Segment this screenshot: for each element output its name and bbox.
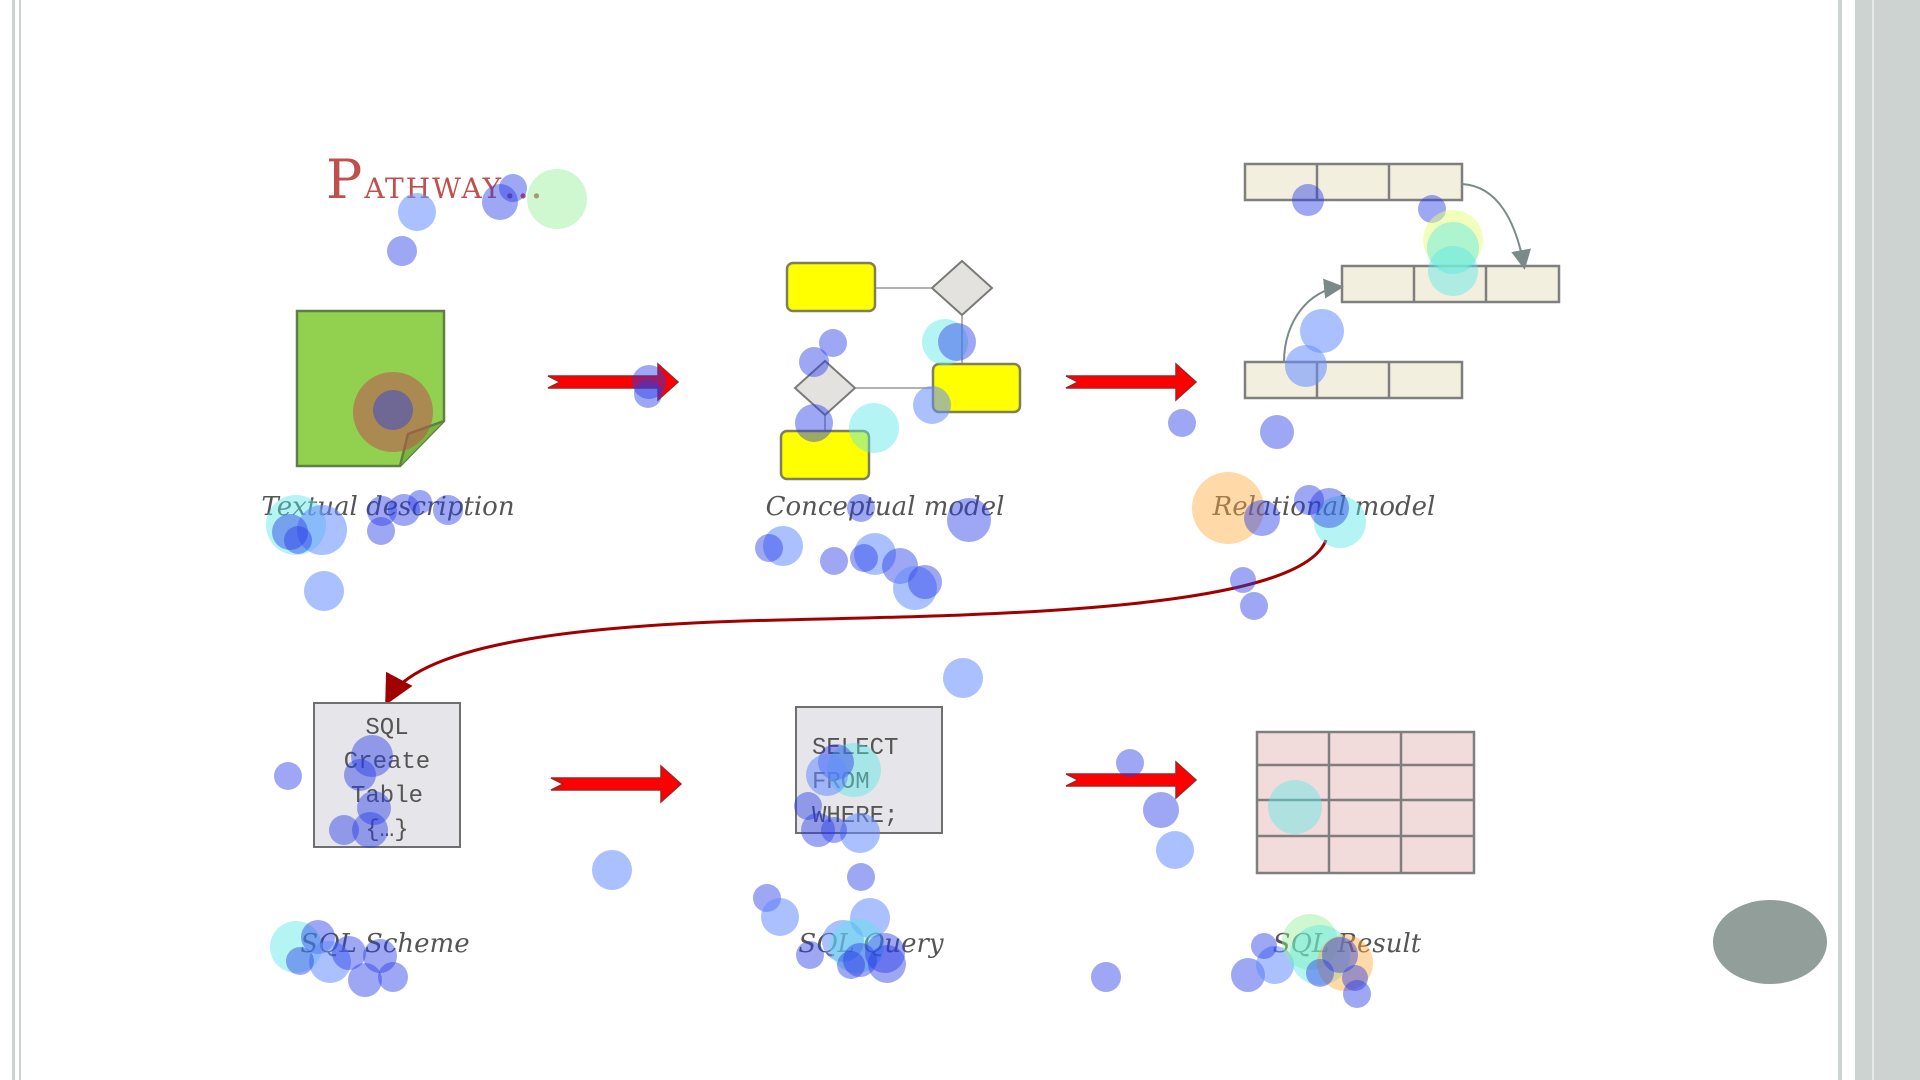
left-border-line [12,0,15,1080]
er-diagram-icon [779,259,1022,481]
caption-relational-model: Relational model [1212,492,1436,522]
sql-query-line: SELECT [812,735,899,762]
slide-number-badge [1713,900,1827,984]
title-rest: athway… [364,162,546,208]
caption-sql-query: SQL Query [798,929,944,959]
caption-sql-result: SQL Result [1272,929,1422,959]
relational-tables-icon [1243,162,1561,400]
sql-scheme-line: Create [343,749,431,776]
slide-title: Pathway… [326,148,545,211]
sql-query-line: WHERE; [812,803,899,830]
sql-scheme-line: SQL [365,715,409,742]
sql-query-box: SELECT FROM WHERE; [795,706,943,834]
caption-conceptual-model: Conceptual model [765,492,1005,522]
left-border-line-inner [19,0,21,1080]
sql-scheme-box: SQL Create Table {…} [313,702,461,848]
arrow-conceptual-to-relational [1065,362,1198,402]
sql-scheme-line: Table [350,783,423,810]
right-border-line [1838,0,1842,1080]
er-entity [931,362,1022,414]
caption-textual-description: Textual description [261,492,515,522]
er-relationship [930,259,994,317]
sql-query-line: FROM [812,769,870,796]
title-initial: P [326,148,365,211]
arrow-text-to-conceptual [547,362,680,402]
sql-scheme-line: {…} [365,817,409,844]
connector-relational-to-scheme [385,539,1328,706]
right-border-strip [1855,0,1872,1080]
arrow-scheme-to-query [550,764,683,804]
er-entity [785,261,877,313]
er-relationship [793,359,857,417]
document-icon [295,309,446,468]
caption-sql-scheme: SQL Scheme [300,929,470,959]
er-entity [779,429,871,481]
result-table-icon [1255,730,1476,875]
arrow-query-to-result [1065,760,1198,800]
right-border-panel [1872,0,1920,1080]
